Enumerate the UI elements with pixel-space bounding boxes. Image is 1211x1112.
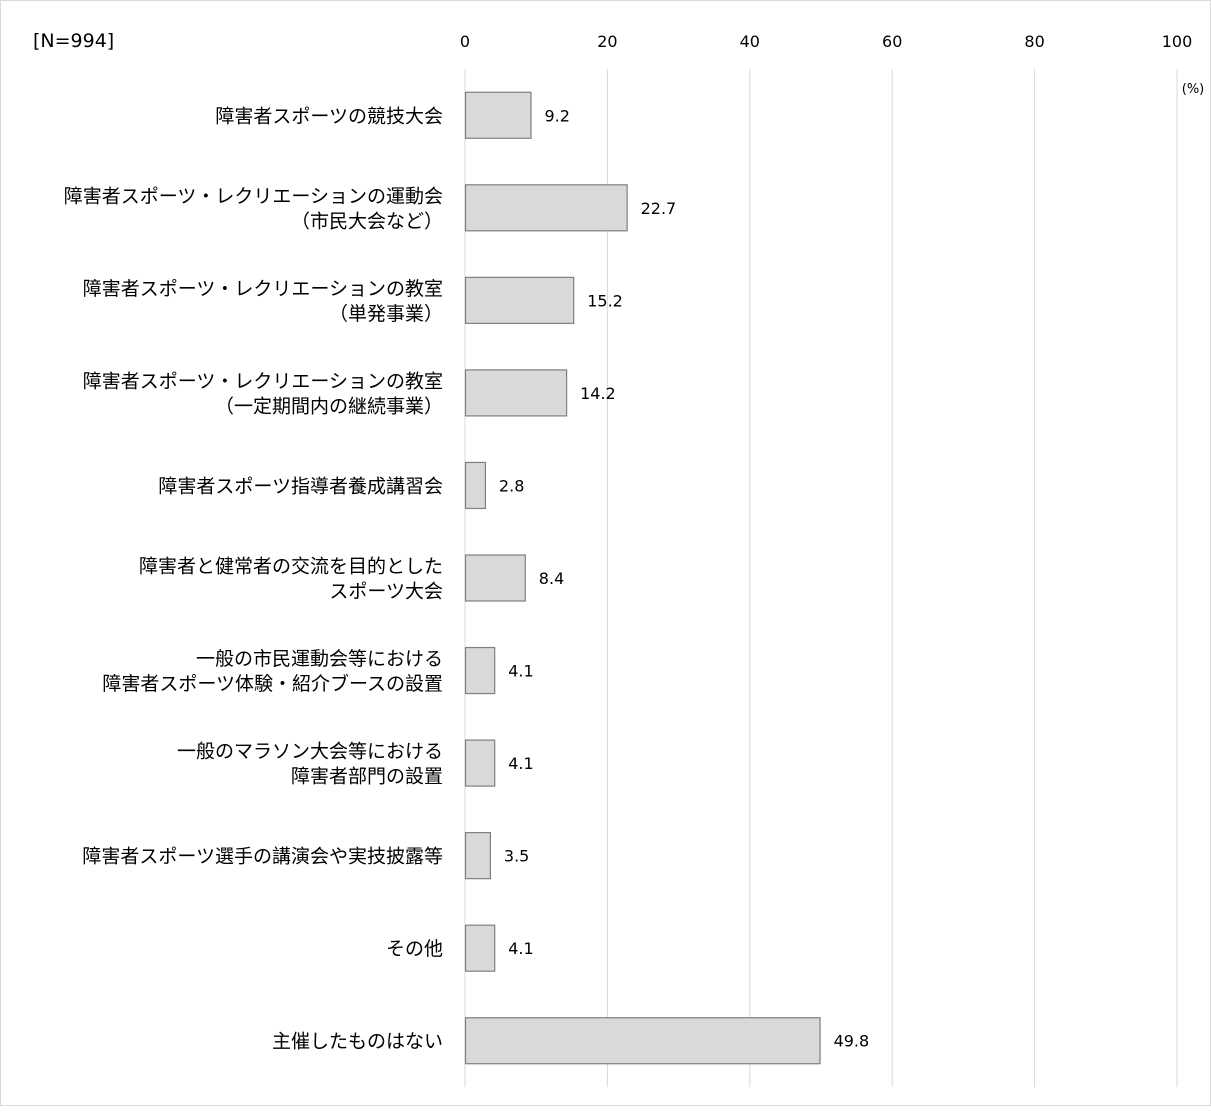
bar	[464, 924, 496, 972]
bar	[464, 554, 526, 602]
category-label: （単発事業）	[329, 303, 443, 325]
value-label: 15.2	[587, 291, 623, 310]
bar	[464, 369, 568, 417]
x-tick-label: 40	[740, 32, 760, 51]
category-label: 一般の市民運動会等における	[196, 648, 443, 670]
value-label: 8.4	[539, 569, 564, 588]
bar	[464, 1017, 821, 1065]
category-label: 障害者スポーツ体験・紹介ブースの設置	[102, 672, 443, 695]
bar	[464, 646, 496, 695]
category-label: スポーツ大会	[329, 581, 443, 603]
x-tick-label: 80	[1024, 32, 1044, 51]
x-tick-label: 60	[882, 32, 902, 51]
bar	[464, 832, 492, 880]
bar	[464, 184, 628, 232]
category-label: 障害者と健常者の交流を目的とした	[139, 556, 443, 578]
category-label: 障害者部門の設置	[291, 766, 443, 788]
bars	[464, 91, 821, 1065]
value-label: 49.8	[834, 1032, 870, 1051]
x-tick-label: 20	[597, 32, 617, 51]
category-label: 障害者スポーツの競技大会	[215, 105, 443, 127]
value-label: 4.1	[508, 754, 533, 773]
category-label: （一定期間内の継続事業）	[215, 395, 443, 417]
bar	[464, 739, 496, 787]
category-label: 障害者スポーツ・レクリエーションの教室	[83, 370, 443, 392]
value-label: 22.7	[641, 199, 677, 218]
value-label: 2.8	[499, 476, 524, 495]
value-label: 3.5	[504, 847, 529, 866]
category-label: 障害者スポーツ・レクリエーションの教室	[83, 278, 443, 300]
sample-size-label: [N=994]	[33, 30, 114, 52]
category-label: その他	[386, 938, 443, 960]
category-label: 一般のマラソン大会等における	[177, 741, 443, 763]
x-tick-label: 100	[1162, 32, 1193, 51]
value-labels: 9.2 22.7 15.2 14.2 2.8 8.4 4.1 4.1 3.5 4.1 49.8	[499, 106, 869, 1050]
x-tick-label: 0	[460, 32, 470, 51]
bar	[464, 91, 532, 139]
value-label: 9.2	[545, 106, 570, 125]
category-label: （市民大会など）	[291, 210, 443, 232]
category-label: 障害者スポーツ・レクリエーションの運動会	[64, 185, 443, 207]
value-label: 4.1	[508, 939, 533, 958]
category-label: 障害者スポーツ選手の講演会や実技披露等	[82, 846, 443, 868]
bar	[464, 461, 487, 510]
grid-lines	[464, 69, 1178, 1087]
bar	[464, 276, 575, 324]
category-label: 主催したものはない	[272, 1031, 443, 1053]
category-label: 障害者スポーツ指導者養成講習会	[158, 475, 443, 497]
value-label: 4.1	[508, 662, 533, 681]
unit-label: (%)	[1182, 82, 1205, 97]
x-axis-ticks: 0 20 40 60 80 100	[460, 32, 1192, 51]
value-label: 14.2	[580, 384, 616, 403]
